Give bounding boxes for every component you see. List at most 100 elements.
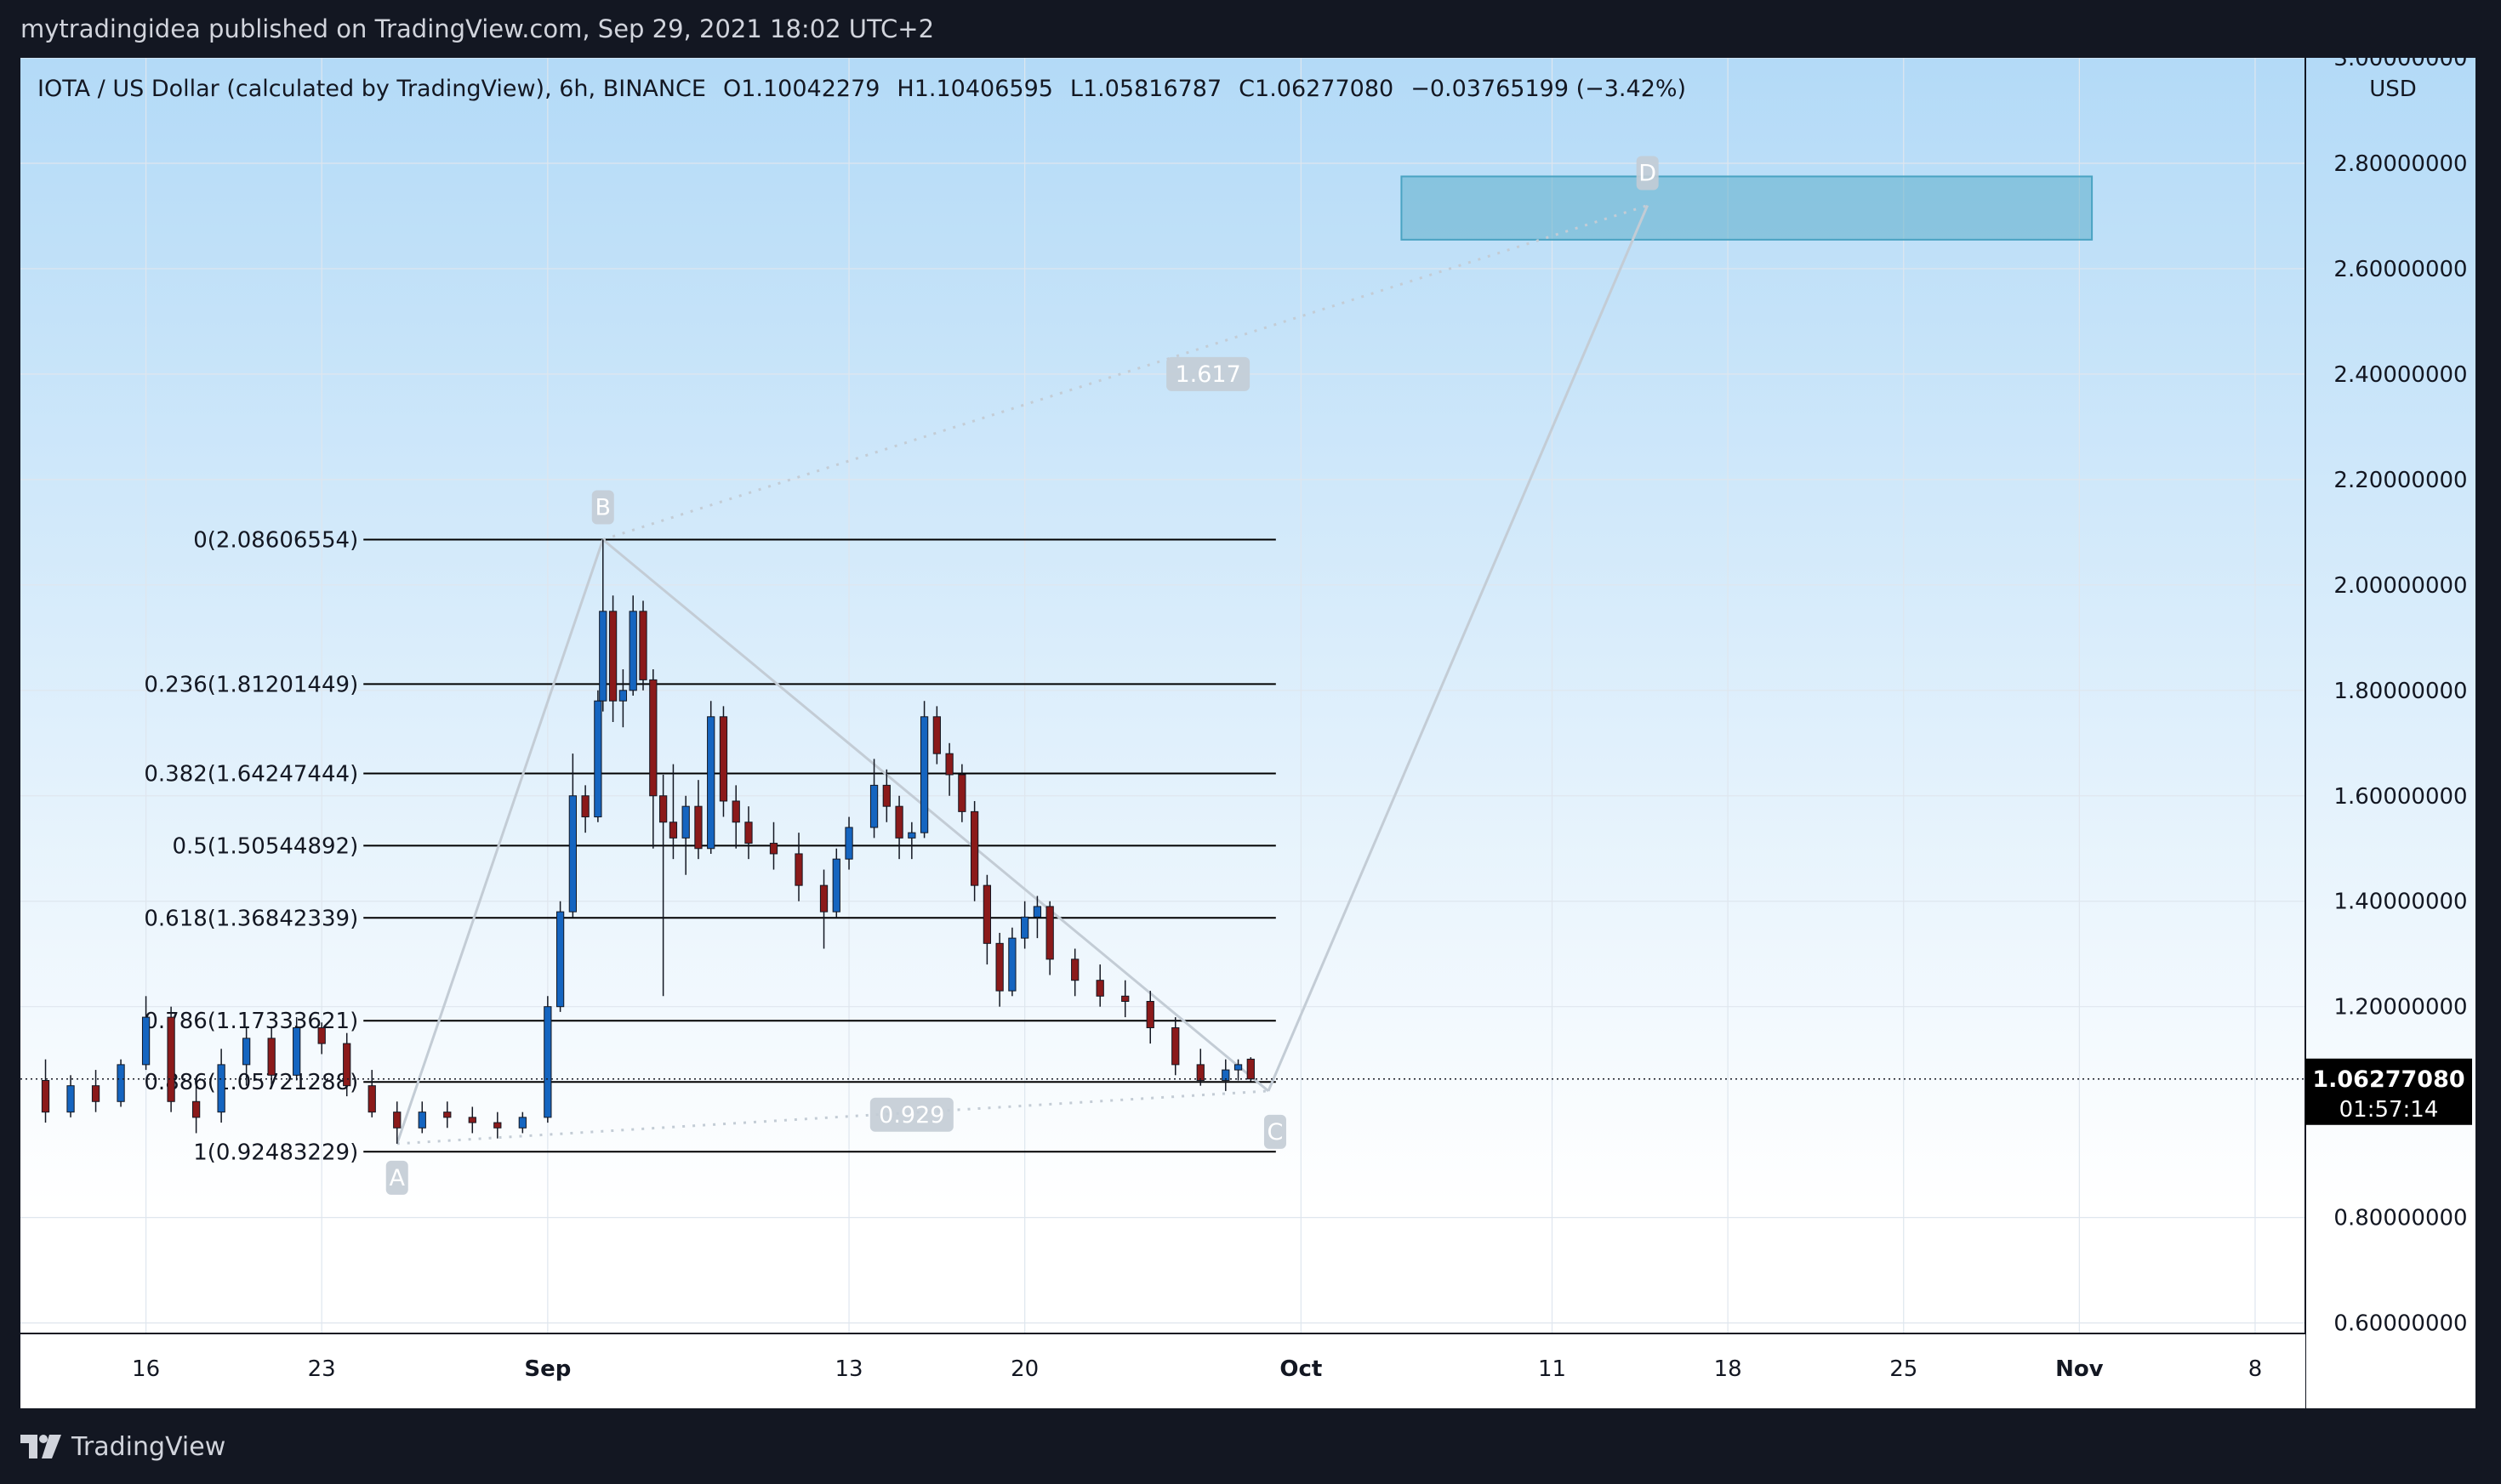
candle-body — [468, 1117, 476, 1123]
candle-body — [599, 611, 607, 702]
candle-body — [719, 716, 728, 802]
candle-body — [41, 1079, 50, 1113]
candle-body — [932, 716, 941, 754]
pattern-point-label: C — [1268, 1119, 1284, 1146]
candle-body — [845, 827, 853, 860]
pattern-leg[interactable] — [601, 538, 1269, 1093]
candle-body — [869, 784, 879, 828]
legend-high: 1.10406595 — [914, 76, 1053, 102]
candle-body — [1045, 906, 1054, 960]
fib-level-label: 0.618(1.36842339) — [144, 906, 358, 931]
price-tick-label: 2.00000000 — [2333, 573, 2467, 599]
candle-body — [518, 1117, 527, 1129]
candle-body — [1033, 906, 1042, 918]
header-bar: mytradingidea published on TradingView.c… — [0, 0, 2501, 58]
candle-body — [970, 810, 979, 886]
ratio-label: 1.617 — [1175, 361, 1240, 388]
candle-body — [744, 822, 753, 844]
candle-body — [882, 784, 891, 807]
currency-label: USD — [2369, 77, 2417, 102]
last-price-tag[interactable] — [2305, 1058, 2472, 1125]
time-tick-label: Sep — [524, 1356, 571, 1382]
time-tick-label: 18 — [1714, 1356, 1742, 1382]
pattern-point-label-badge — [591, 490, 614, 525]
target-zone[interactable] — [1400, 175, 2094, 241]
tradingview-logo-icon — [20, 1435, 61, 1458]
time-axis-panel[interactable] — [20, 1333, 2305, 1408]
candle-body — [629, 611, 637, 691]
candle-body — [983, 884, 992, 944]
candle-body — [920, 716, 929, 833]
candle-body — [795, 853, 803, 886]
legend-low: 1.05816787 — [1083, 76, 1222, 102]
candle-body — [608, 611, 618, 702]
candle-body — [694, 805, 703, 850]
pattern-leg[interactable] — [1267, 204, 1649, 1092]
ratio-label-badge — [869, 1097, 954, 1132]
candle-body — [217, 1064, 225, 1113]
candle-body — [568, 795, 577, 913]
pattern-point-label-badge — [1263, 1114, 1286, 1149]
legend-open-label: O — [723, 76, 741, 102]
candle-body — [1008, 937, 1017, 992]
candle-body — [895, 805, 903, 839]
candle-body — [1196, 1064, 1205, 1081]
candle-body — [242, 1038, 251, 1066]
price-tick-label: 3.00000000 — [2333, 58, 2467, 71]
time-tick-label: 16 — [132, 1356, 160, 1382]
candle-body — [669, 822, 678, 839]
time-tick-label: 13 — [835, 1356, 863, 1382]
price-axis-panel[interactable] — [2305, 58, 2475, 1408]
axis-layer: 3.00000000 2.80000000 2.60000000 2.40000000… — [20, 58, 2475, 1408]
candle-body — [66, 1085, 75, 1113]
pattern-leg[interactable] — [396, 539, 605, 1145]
time-tick-label: 8 — [2248, 1356, 2263, 1382]
time-tick-label: Nov — [2055, 1356, 2104, 1382]
candle-body — [1146, 1001, 1154, 1028]
candle-body — [493, 1122, 502, 1129]
footer-bar: TradingView — [0, 1408, 2501, 1484]
candle-body — [117, 1064, 125, 1102]
fib-level-label: 0.236(1.81201449) — [144, 672, 358, 697]
price-tick-label: 0.80000000 — [2333, 1206, 2467, 1231]
pattern-point-label: D — [1638, 161, 1656, 187]
price-tick-label: 2.80000000 — [2333, 151, 2467, 177]
legend-high-label: H — [897, 76, 914, 102]
candle-body — [91, 1085, 100, 1102]
candle-body — [594, 700, 602, 818]
candle-body — [393, 1112, 402, 1129]
fib-level-label: 0.786(1.17333621) — [144, 1009, 358, 1034]
candle-body — [658, 795, 668, 823]
price-tick-label: 2.20000000 — [2333, 468, 2467, 493]
candle-body — [167, 1016, 175, 1102]
bar-countdown: 01:57:14 — [2339, 1097, 2439, 1123]
chart-frame[interactable]: 0(2.08606554) 0.236(1.81201449) 0.382(1.64… — [20, 58, 2475, 1408]
legend-low-label: L — [1070, 76, 1083, 102]
legend-close: 1.06277080 — [1255, 76, 1393, 102]
candle-body — [832, 858, 840, 913]
candle-body — [367, 1085, 376, 1113]
harmonic-pattern — [396, 175, 2094, 1146]
legend-close-label: C — [1239, 76, 1255, 102]
fib-retracement: 0(2.08606554) 0.236(1.81201449) 0.382(1.64… — [144, 527, 1276, 1165]
pattern-point-label-badge — [1636, 156, 1659, 190]
fib-level-label: 1(0.92483229) — [193, 1140, 358, 1165]
tradingview-brand: TradingView — [71, 1431, 226, 1462]
candle-layer — [41, 539, 1255, 1144]
candle-body — [1021, 916, 1029, 939]
time-tick-label: 25 — [1889, 1356, 1917, 1382]
price-tick-label: 2.60000000 — [2333, 257, 2467, 282]
time-tick-label: 23 — [308, 1356, 336, 1382]
candle-body — [707, 716, 715, 850]
candle-body — [1246, 1058, 1255, 1080]
candle-body — [908, 832, 916, 839]
time-tick-label: Oct — [1279, 1356, 1322, 1382]
candle-body — [649, 679, 658, 797]
time-tick-label: 11 — [1538, 1356, 1566, 1382]
candle-body — [544, 1006, 552, 1118]
price-tick-label: 2.40000000 — [2333, 362, 2467, 388]
tradingview-logo[interactable]: TradingView — [20, 1429, 225, 1464]
price-tick-label: 1.20000000 — [2333, 995, 2467, 1021]
chart-svg[interactable]: 0(2.08606554) 0.236(1.81201449) 0.382(1.64… — [20, 58, 2475, 1408]
candle-body — [1233, 1064, 1243, 1071]
